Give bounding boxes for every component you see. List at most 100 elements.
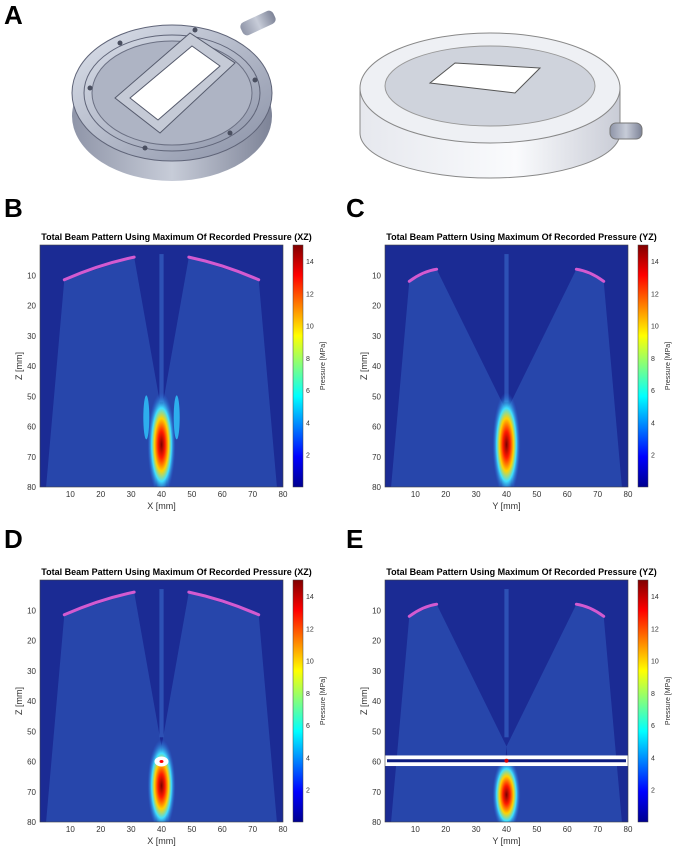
y-tick-label: 60 [372, 423, 381, 432]
colorbar-tick-label: 2 [306, 453, 310, 460]
panel-label-a: A [4, 0, 23, 30]
y-tick-label: 30 [27, 667, 36, 676]
y-axis-label: Z [mm] [14, 687, 24, 715]
transducer-arc-2 [187, 590, 261, 617]
y-tick-label: 20 [27, 637, 36, 646]
focal-spot [147, 739, 176, 822]
colorbar-tick-label: 8 [651, 356, 655, 363]
plot-frame [384, 244, 629, 488]
colorbar-tick-label: 12 [306, 291, 314, 298]
colorbar-tick-label: 10 [306, 324, 314, 331]
y-tick-label: 40 [372, 362, 381, 371]
beam-left [391, 604, 507, 822]
x-tick-label: 40 [157, 825, 166, 834]
chart-title: Total Beam Pattern Using Maximum Of Reco… [41, 232, 311, 242]
y-tick-label: 10 [372, 606, 381, 615]
transducer-arc-2 [574, 267, 606, 283]
heatmap-image [385, 580, 628, 822]
target-center [159, 760, 164, 763]
x-tick-label: 60 [218, 825, 227, 834]
chart-title: Total Beam Pattern Using Maximum Of Reco… [386, 567, 656, 577]
y-tick-label: 10 [372, 271, 381, 280]
center-axis [159, 589, 164, 738]
y-tick-label: 70 [27, 788, 36, 797]
beam-left [46, 592, 162, 822]
colorbar-tick-label: 12 [306, 626, 314, 633]
x-tick-label: 80 [279, 825, 288, 834]
heatmap-panel-e: Total Beam Pattern Using Maximum Of Reco… [345, 565, 685, 848]
x-tick-label: 30 [127, 825, 136, 834]
colorbar-tick-label: 14 [651, 259, 659, 266]
y-tick-label: 70 [372, 788, 381, 797]
x-tick-label: 50 [187, 825, 196, 834]
focal-spot [492, 757, 521, 822]
colorbar-label: Pressure [MPa] [665, 342, 672, 390]
beam-right [506, 269, 622, 487]
x-axis-label: X [mm] [147, 501, 176, 511]
chart-title: Total Beam Pattern Using Maximum Of Reco… [386, 232, 656, 242]
y-tick-label: 30 [372, 667, 381, 676]
chart-title: Total Beam Pattern Using Maximum Of Reco… [41, 567, 311, 577]
colorbar-tick-label: 2 [651, 453, 655, 460]
heatmap-image [40, 580, 283, 822]
heatmap-panel-b: Total Beam Pattern Using Maximum Of Reco… [0, 230, 340, 520]
y-tick-label: 20 [372, 302, 381, 311]
x-tick-label: 30 [127, 490, 136, 499]
colorbar [637, 579, 649, 823]
heatmap-image [40, 245, 283, 487]
side-lobe [173, 395, 180, 440]
x-tick-label: 10 [411, 490, 420, 499]
y-tick-label: 70 [372, 453, 381, 462]
heatmap-svg: Total Beam Pattern Using Maximum Of Reco… [14, 567, 327, 846]
beam-right [506, 604, 622, 822]
y-tick-label: 10 [27, 606, 36, 615]
y-axis-label: Z [mm] [359, 687, 369, 715]
colorbar-tick-label: 4 [306, 755, 310, 762]
colorbar [637, 244, 649, 488]
beam-right [161, 257, 277, 487]
transducer-arc-1 [62, 590, 136, 617]
colorbar-label: Pressure [MPa] [665, 677, 672, 725]
colorbar-tick-label: 6 [306, 723, 310, 730]
focal-spot [492, 392, 521, 487]
y-tick-label: 40 [27, 362, 36, 371]
transducer-arc-1 [62, 255, 136, 282]
y-tick-label: 50 [27, 392, 36, 401]
y-tick-label: 50 [372, 727, 381, 736]
side-lobe [143, 395, 150, 440]
colorbar-tick-label: 6 [306, 388, 310, 395]
y-tick-label: 80 [27, 483, 36, 492]
heatmap-svg: Total Beam Pattern Using Maximum Of Reco… [359, 567, 672, 846]
y-tick-label: 60 [372, 758, 381, 767]
y-tick-label: 60 [27, 423, 36, 432]
heatmap-panel-d: Total Beam Pattern Using Maximum Of Reco… [0, 565, 340, 848]
colorbar-tick-label: 8 [651, 691, 655, 698]
panel-label-c: C [346, 193, 365, 223]
y-tick-label: 70 [27, 453, 36, 462]
colorbar [292, 244, 304, 488]
x-tick-label: 80 [624, 825, 633, 834]
panel-label-b: B [4, 193, 23, 223]
y-tick-label: 80 [372, 483, 381, 492]
x-axis-label: Y [mm] [492, 836, 520, 846]
y-tick-label: 40 [372, 697, 381, 706]
transducer-arc-2 [187, 255, 261, 282]
center-axis [504, 254, 509, 403]
x-tick-label: 40 [502, 825, 511, 834]
colorbar [292, 579, 304, 823]
heatmap-svg: Total Beam Pattern Using Maximum Of Reco… [359, 232, 672, 511]
center-axis [504, 589, 509, 738]
heatmap-panel-c: Total Beam Pattern Using Maximum Of Reco… [345, 230, 685, 520]
x-tick-label: 50 [187, 490, 196, 499]
colorbar-tick-label: 6 [651, 723, 655, 730]
colorbar-tick-label: 10 [651, 324, 659, 331]
heatmap-svg: Total Beam Pattern Using Maximum Of Reco… [14, 232, 327, 511]
colorbar-tick-label: 4 [306, 420, 310, 427]
colorbar-label: Pressure [MPa] [320, 677, 327, 725]
y-tick-label: 20 [27, 302, 36, 311]
y-tick-label: 40 [27, 697, 36, 706]
colorbar-tick-label: 8 [306, 691, 310, 698]
panel-label-e: E [346, 524, 364, 554]
y-tick-label: 30 [27, 332, 36, 341]
